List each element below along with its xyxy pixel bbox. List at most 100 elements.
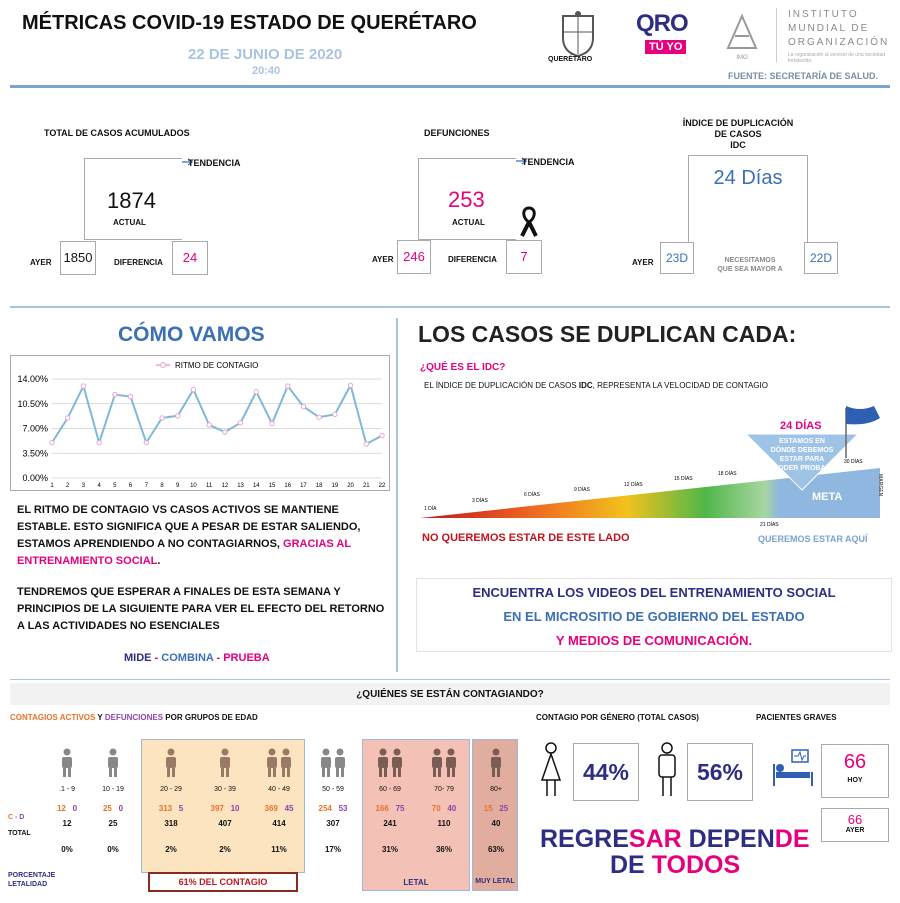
muy-letal-label: MUY LETAL — [475, 878, 515, 885]
videos-line-2: EN EL MICROSITIO DE GOBIERNO DEL ESTADO — [503, 609, 805, 624]
logo-divider — [776, 8, 777, 62]
age-active-value: 254 — [318, 804, 332, 813]
person-icon — [62, 748, 72, 777]
para1-text: EL RITMO DE CONTAGIO VS CASOS ACTIVOS SE… — [17, 504, 361, 550]
slogan-part-5: DE — [610, 851, 652, 879]
chart-data-point — [49, 439, 55, 446]
female-icon — [540, 742, 562, 796]
idc-question: ¿QUÉ ES EL IDC? — [420, 362, 506, 373]
age-pct-value: 17% — [324, 845, 341, 854]
x-tick-label: 21 — [363, 483, 370, 489]
age-group-column: 70- 79 70 40 110 36% — [418, 748, 470, 854]
chart-x-tick-labels: 1 2 3 4 5 6 7 8 9 10 11 12 13 14 15 16 17 18 19 20 21 22 — [50, 483, 386, 489]
letal-label: LETAL — [403, 878, 429, 887]
idc-title-line-1: ÍNDICE DE DUPLICACIÓN — [682, 118, 794, 128]
chart-data-point — [253, 389, 259, 395]
age-range-label: 10 - 19 — [102, 786, 124, 793]
person-icon — [267, 748, 291, 777]
age-range-label: 60 - 69 — [379, 786, 401, 793]
chart-data-point — [347, 382, 354, 389]
como-vamos-title: CÓMO VAMOS — [118, 323, 265, 346]
idc-note-line-2: QUE SEA MAYOR A — [717, 266, 783, 273]
age-active-value: 25 — [102, 804, 112, 813]
age-group-column: 30 - 39 397 10 407 2% — [199, 748, 251, 854]
badge-text: ESTAMOS EN DÓNDE DEBEMOS ESTAR PARA PODE… — [770, 438, 834, 472]
age-total-value: 318 — [164, 819, 178, 828]
motto-combina: COMBINA — [161, 652, 214, 664]
row-pct-label: PORCENTAJE LETALIDAD — [8, 872, 56, 888]
day-label-21: 21 DÍAS — [760, 521, 779, 528]
age-group-column: 40 - 49 369 45 414 11% — [253, 748, 305, 854]
imo-name-line-3: ORGANIZACIÓN — [788, 37, 890, 48]
legend-label: RITMO DE CONTAGIO — [175, 361, 258, 370]
slogan-part-4: DE — [774, 825, 810, 853]
age-group-column: 80+ 15 25 40 63% — [473, 748, 519, 854]
chart-data-point — [285, 383, 291, 389]
x-tick-label: 14 — [253, 483, 260, 489]
duplican-title: LOS CASOS SE DUPLICAN CADA: — [418, 321, 797, 347]
y-tick-label: 14.00% — [17, 374, 48, 384]
chart-series-line — [51, 382, 383, 447]
column-divider — [396, 318, 398, 672]
imo-logo-icon: IMO — [726, 13, 758, 61]
cases-current-label: ACTUAL — [113, 218, 146, 227]
age-active-value: 15 — [483, 804, 493, 813]
x-tick-label: 22 — [379, 483, 386, 489]
como-vamos-paragraph-1: EL RITMO DE CONTAGIO VS CASOS ACTIVOS SE… — [17, 502, 385, 570]
y-tick-label: 10.50% — [17, 399, 48, 409]
age-range-label: 40 - 49 — [268, 786, 290, 793]
y-tick-label: 0.00% — [22, 473, 48, 483]
x-tick-label: 15 — [269, 483, 276, 489]
age-deaths-value: 75 — [395, 804, 405, 813]
age-deaths-value: 10 — [230, 804, 240, 813]
subtitle-rest: POR GRUPOS DE EDAD — [163, 713, 258, 722]
age-pct-value: 63% — [487, 845, 504, 854]
age-total-value: 110 — [437, 819, 451, 828]
age-total-value: 12 — [62, 819, 72, 828]
chart-data-point — [65, 415, 71, 421]
contagio-label: DEL CONTAGIO — [199, 877, 268, 887]
age-total-value: 407 — [218, 819, 232, 828]
age-range-label: 50 - 59 — [322, 786, 344, 793]
idc-explanation-c: , REPRESENTA LA VELOCIDAD DE CONTAGIO — [592, 381, 768, 390]
age-group-column: 10 - 19 25 0 25 0% — [87, 748, 139, 854]
report-date: 22 DE JUNIO DE 2020 — [188, 46, 343, 63]
imo-mark-text: IMO — [736, 55, 748, 61]
age-cd-values: 313 5 — [145, 804, 197, 813]
age-total-value: 241 — [383, 819, 397, 828]
chart-data-point — [332, 411, 338, 418]
age-range-label: 30 - 39 — [214, 786, 236, 793]
age-group-column: 50 - 59 254 53 307 17% — [307, 748, 359, 854]
age-cd-values: 369 45 — [253, 804, 305, 813]
x-tick-label: 18 — [316, 483, 323, 489]
age-active-value: 70 — [431, 804, 441, 813]
age-pct-value: 0% — [107, 845, 119, 854]
age-cd-values: 166 75 — [364, 804, 416, 813]
cases-yesterday-label: AYER — [30, 258, 52, 267]
slogan-part-6: TODOS — [651, 851, 741, 879]
muy-letal-group-highlight — [472, 739, 518, 891]
badge-title: 24 DÍAS — [780, 420, 822, 432]
age-pct-value: 36% — [435, 845, 452, 854]
no-queremos-text: NO QUEREMOS ESTAR DE ESTE LADO — [422, 532, 630, 544]
age-deaths-value: 25 — [499, 804, 509, 813]
idc-target-value: 22D — [804, 242, 838, 274]
chart-data-point — [143, 439, 149, 446]
chart-data-point — [379, 432, 385, 439]
queretaro-seal-icon — [562, 11, 594, 58]
subtitle-active: CONTAGIOS ACTIVOS — [10, 713, 96, 722]
female-pct: 44% — [573, 743, 639, 801]
idc-scale-graphic: 1 DÍA 3 DÍAS 6 DÍAS 9 DÍAS 12 DÍAS 15 DÍ… — [420, 406, 883, 528]
x-tick-label: 2 — [66, 483, 70, 489]
person-icon — [378, 748, 402, 777]
idc-title-line-3: IDC — [730, 140, 746, 150]
age-cd-values: 15 25 — [473, 804, 519, 813]
motto-prueba: PRUEBA — [223, 652, 270, 664]
x-tick-label: 3 — [82, 483, 86, 489]
day-label-18: 18 DÍAS — [718, 470, 737, 477]
age-deaths-value: 0 — [72, 804, 78, 813]
chart-data-point — [175, 413, 181, 419]
day-label-3: 3 DÍAS — [472, 497, 489, 504]
person-icon — [166, 748, 176, 777]
idc-note-line-1: NECESITAMOS — [724, 257, 776, 264]
